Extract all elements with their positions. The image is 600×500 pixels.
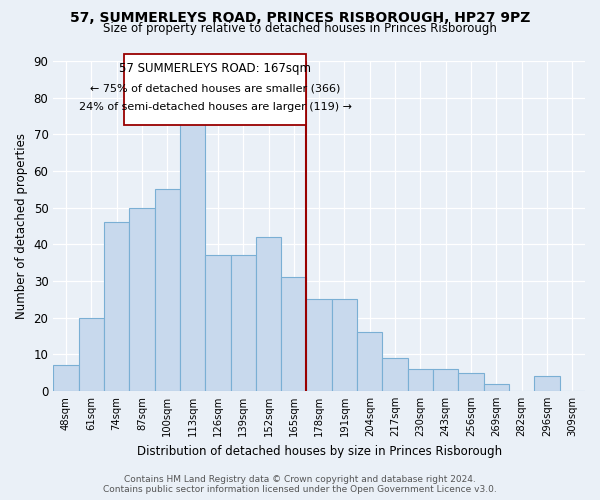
Bar [535, 376, 560, 391]
Bar [408, 369, 433, 391]
Text: Size of property relative to detached houses in Princes Risborough: Size of property relative to detached ho… [103, 22, 497, 35]
Bar [256, 237, 281, 391]
Bar [458, 372, 484, 391]
Bar [129, 208, 155, 391]
Text: ← 75% of detached houses are smaller (366): ← 75% of detached houses are smaller (36… [90, 84, 341, 94]
FancyBboxPatch shape [124, 54, 307, 125]
Bar [180, 120, 205, 391]
Bar [281, 278, 307, 391]
X-axis label: Distribution of detached houses by size in Princes Risborough: Distribution of detached houses by size … [137, 444, 502, 458]
Text: 57, SUMMERLEYS ROAD, PRINCES RISBOROUGH, HP27 9PZ: 57, SUMMERLEYS ROAD, PRINCES RISBOROUGH,… [70, 11, 530, 25]
Bar [484, 384, 509, 391]
Bar [155, 190, 180, 391]
Text: 57 SUMMERLEYS ROAD: 167sqm: 57 SUMMERLEYS ROAD: 167sqm [119, 62, 311, 75]
Bar [332, 300, 357, 391]
Bar [382, 358, 408, 391]
Bar [104, 222, 129, 391]
Bar [79, 318, 104, 391]
Text: 24% of semi-detached houses are larger (119) →: 24% of semi-detached houses are larger (… [79, 102, 352, 112]
Bar [53, 366, 79, 391]
Bar [205, 256, 230, 391]
Y-axis label: Number of detached properties: Number of detached properties [15, 133, 28, 319]
Text: Contains HM Land Registry data © Crown copyright and database right 2024.
Contai: Contains HM Land Registry data © Crown c… [103, 474, 497, 494]
Bar [433, 369, 458, 391]
Bar [307, 300, 332, 391]
Bar [230, 256, 256, 391]
Bar [357, 332, 382, 391]
